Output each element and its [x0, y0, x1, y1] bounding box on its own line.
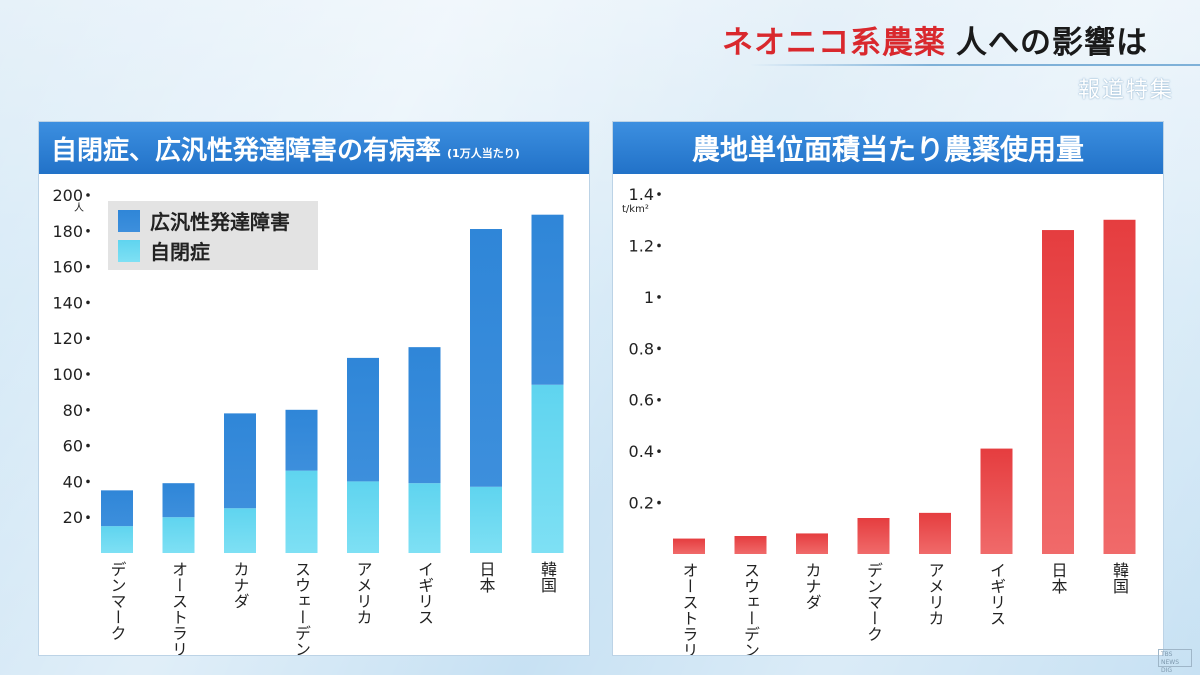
legend-swatch [118, 210, 140, 232]
right-chart-ytick-dot [657, 346, 661, 351]
dev-disorder-bar [347, 357, 379, 482]
pesticide-bar [857, 518, 890, 554]
autism-bar [224, 508, 256, 553]
autism-bar [347, 481, 379, 553]
autism-bar [162, 517, 195, 553]
left-chart-category-label: 日本 [477, 561, 496, 593]
left-chart-title-bar: 自閉症、広汎性発達障害の有病率 (1万人当たり) [39, 122, 589, 174]
right-chart-ytick-dot [657, 243, 661, 248]
right-chart-ytick-dot [657, 295, 661, 299]
right-chart-ytick-label: 1.2 [629, 236, 654, 255]
left-chart-ytick-dot [86, 336, 90, 340]
legend-label: 自閉症 [150, 240, 210, 264]
dev-disorder-bar [470, 229, 502, 487]
right-chart-category-label: カナダ [803, 562, 822, 610]
left-chart-category-label: カナダ [231, 561, 250, 609]
right-chart-category-label: 韓国 [1110, 562, 1129, 594]
left-chart-category-label: アメリカ [354, 561, 373, 625]
pesticide-bar [980, 448, 1013, 554]
left-chart-ytick-label: 140 [52, 293, 83, 312]
pesticide-bar [734, 536, 767, 554]
dev-disorder-bar [162, 483, 195, 518]
corner-label: 報道特集 [1077, 78, 1174, 103]
dev-disorder-bar [101, 490, 133, 527]
legend-swatch [118, 240, 140, 262]
left-chart-ytick-label: 100 [52, 365, 83, 384]
left-chart-ytick-label: 200 [52, 186, 83, 205]
right-chart-category-label: イギリス [987, 562, 1006, 626]
right-chart-ytick-dot [657, 500, 661, 505]
left-chart-category-label: イギリス [415, 561, 434, 625]
left-chart-ytick-label: 40 [63, 472, 83, 491]
autism-bar [408, 483, 441, 553]
left-chart-category-label: スウェーデン [292, 561, 311, 655]
left-chart-ytick-label: 180 [52, 222, 83, 241]
right-chart-ytick-label: 0.6 [629, 391, 654, 410]
left-chart-ytick-label: 120 [52, 329, 83, 348]
right-chart-ytick-dot [657, 449, 661, 453]
left-chart-subtitle: (1万人当たり) [447, 147, 520, 160]
pesticide-bar [673, 538, 705, 554]
right-chart-category-label: デンマーク [864, 562, 883, 642]
left-chart-ytick-dot [86, 229, 90, 233]
autism-bar [470, 486, 502, 553]
left-chart-yaxis-unit: 人 [74, 202, 84, 214]
headline-underline [750, 64, 1200, 66]
right-chart-ytick-label: 0.8 [629, 339, 654, 358]
left-chart-panel: 自閉症、広汎性発達障害の有病率 (1万人当たり) 20 40 60 80 100 120 1… [38, 121, 590, 656]
left-chart-ytick-dot [86, 372, 90, 376]
left-chart-category-label: 韓国 [538, 561, 557, 593]
left-chart-ytick-label: 20 [63, 508, 83, 527]
headline-part2: 人への影響は [956, 24, 1148, 61]
right-chart-title: 農地単位面積当たり農薬使用量 [691, 133, 1084, 166]
right-chart-ytick-label: 1 [644, 288, 654, 307]
left-chart-ytick-label: 80 [63, 401, 83, 420]
legend-label: 広汎性発達障害 [150, 210, 290, 234]
pesticide-bar [1103, 219, 1136, 554]
right-chart-panel: 農地単位面積当たり農薬使用量 0.2 0.4 0.6 0.8 1 1.2 1.4 t/km² オ… [612, 121, 1164, 656]
left-chart-ytick-dot [86, 479, 90, 484]
pesticide-bar [919, 512, 951, 554]
left-chart-ytick-dot [86, 264, 90, 269]
right-chart-title-bar: 農地単位面積当たり農薬使用量 [613, 122, 1163, 174]
right-chart-ytick-label: 1.4 [629, 185, 654, 204]
left-chart-ytick-dot [86, 443, 90, 448]
autism-bar [285, 470, 318, 553]
right-chart-category-label: スウェーデン [741, 562, 760, 655]
right-chart-ytick-label: 0.4 [629, 442, 654, 461]
left-chart-ytick-dot [86, 193, 90, 197]
headline-part1: ネオニコ系農薬 [722, 24, 946, 61]
dev-disorder-bar [285, 409, 318, 471]
right-chart-category-label: アメリカ [926, 562, 945, 626]
pesticide-bar [796, 533, 828, 554]
dev-disorder-bar [531, 214, 564, 385]
pesticide-bar [1042, 230, 1074, 554]
left-chart-category-label: デンマーク [108, 561, 127, 641]
left-chart-ytick-label: 160 [52, 258, 83, 277]
left-chart-ytick-label: 60 [63, 437, 83, 456]
legend-box [108, 201, 318, 270]
right-chart-svg: 0.2 0.4 0.6 0.8 1 1.2 1.4t/km² オーストラリア スウェーデン カナダ… [622, 185, 1136, 655]
right-chart-category-label: 日本 [1049, 562, 1068, 594]
autism-bar [531, 384, 564, 553]
network-watermark: TBS NEWS DIG [1158, 649, 1192, 674]
right-chart-category-label: オーストラリア [680, 562, 699, 655]
right-chart-ytick-dot [657, 397, 661, 402]
headline: ネオニコ系農薬 人への影響は [722, 14, 1148, 64]
left-chart-ytick-dot [86, 300, 90, 305]
autism-bar [101, 526, 133, 553]
dev-disorder-bar [408, 347, 441, 484]
left-chart-title: 自閉症、広汎性発達障害の有病率 [51, 135, 442, 166]
left-chart-ytick-dot [86, 515, 90, 519]
dev-disorder-bar [224, 413, 256, 509]
left-chart-ytick-dot [86, 408, 90, 412]
left-chart-category-label: オーストラリア [169, 561, 188, 655]
right-chart-ytick-dot [657, 192, 661, 196]
right-chart-yaxis-unit: t/km² [622, 204, 649, 215]
right-chart-ytick-label: 0.2 [629, 494, 654, 513]
